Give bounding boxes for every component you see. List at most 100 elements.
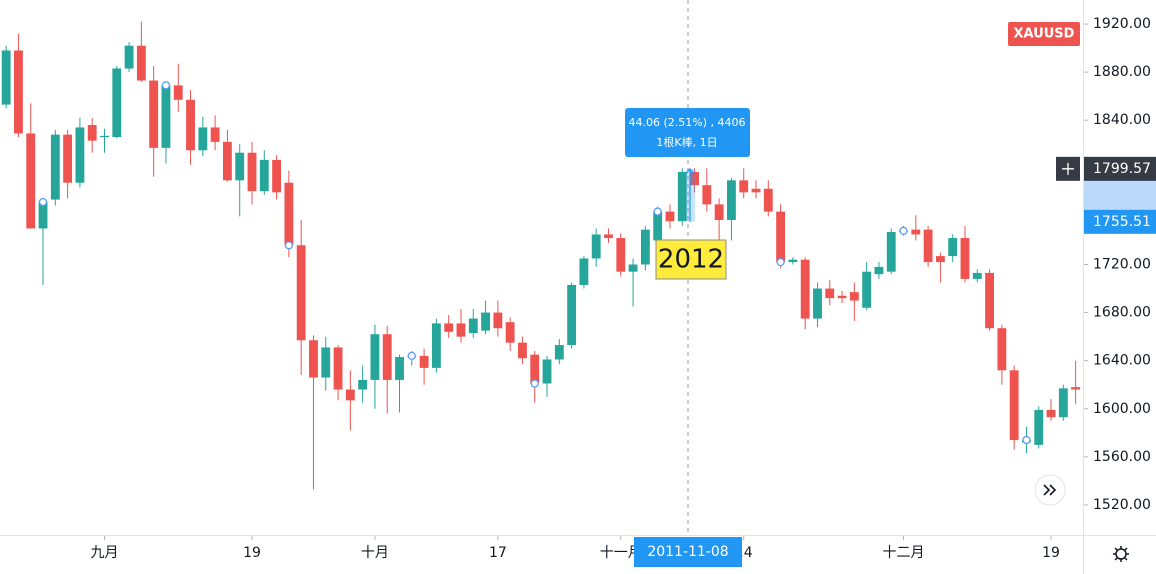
candle-body (665, 211, 675, 222)
x-tick-label: 19 (1042, 545, 1060, 561)
x-tick-label: 十二月 (883, 545, 925, 561)
candle-body (370, 334, 380, 380)
y-tick-label: 1600.00 (1093, 401, 1151, 417)
candle-body (985, 272, 994, 329)
candle-body (813, 288, 822, 319)
candle-body (222, 141, 232, 181)
event-marker (899, 226, 908, 235)
candle-body (444, 323, 454, 332)
candle-body (591, 234, 601, 259)
candle-body (702, 185, 712, 205)
crosshair-date-label: 2011-11-08 (647, 544, 728, 560)
add-button[interactable] (1056, 156, 1080, 181)
candle-body (321, 347, 331, 378)
measure-change: 44.06 (2.51%) , 4406 (629, 116, 746, 129)
candle-body (481, 312, 490, 331)
candle-body (640, 229, 650, 265)
candle-body (1071, 387, 1081, 390)
y-tick-label: 1560.00 (1093, 449, 1151, 465)
candle-body (604, 234, 613, 239)
candle-body (628, 264, 638, 272)
candle-body (579, 258, 589, 285)
candle-body (100, 135, 109, 138)
candle-body (75, 127, 85, 183)
measure-tooltip (625, 108, 750, 157)
candle-body (1058, 388, 1068, 418)
scroll-button[interactable] (1034, 474, 1066, 506)
candle-body (518, 342, 527, 359)
y-tick-label: 1520.00 (1093, 497, 1151, 513)
event-marker (38, 197, 48, 207)
symbol-label: XAUUSD (1014, 27, 1075, 42)
annotation-text: 2012 (658, 245, 724, 275)
candle-body (309, 340, 318, 378)
x-tick-label: 九月 (90, 545, 118, 561)
event-marker (161, 81, 171, 90)
candle-body (284, 182, 294, 246)
symbol-bg (1008, 22, 1080, 46)
candle-body (235, 152, 245, 181)
candle-body (431, 323, 441, 368)
candle-body (997, 328, 1007, 371)
y-tick-label: 1680.00 (1093, 305, 1151, 321)
candle-body (960, 238, 970, 279)
candle-body (456, 323, 466, 337)
candle-body (419, 355, 429, 368)
candle-body (259, 159, 269, 192)
y-tick-label: 1840.00 (1093, 112, 1151, 128)
candle-body (395, 357, 404, 380)
candle-body (210, 127, 220, 142)
x-tick-label: 十一月 (600, 545, 642, 561)
candle-body (616, 238, 626, 272)
x-tick-label: 17 (489, 545, 507, 561)
candle-body (554, 345, 564, 360)
settings-button[interactable] (1113, 546, 1129, 562)
x-tick-label: 十月 (361, 545, 389, 561)
candle-body (1046, 409, 1056, 418)
candle-body (677, 171, 687, 222)
candle-body (1009, 370, 1019, 441)
candle-body (923, 229, 933, 263)
candle-body (849, 292, 859, 301)
candle-body (567, 284, 577, 346)
candle-body (136, 45, 146, 81)
candle-body (776, 211, 786, 263)
candle-body (63, 134, 73, 183)
candle-body (468, 318, 478, 334)
candle-body (690, 171, 699, 186)
crosshair-date-bg (634, 537, 742, 567)
add-icon (1062, 162, 1074, 175)
candle-body (26, 133, 36, 229)
measure-from-bg (1084, 209, 1156, 234)
candle-body (149, 80, 159, 148)
candle-body (763, 188, 773, 212)
candle-body (726, 180, 736, 221)
event-marker (407, 351, 416, 361)
y-tick-label: 1920.00 (1093, 16, 1151, 32)
candle-body (173, 85, 183, 100)
event-marker (530, 379, 539, 388)
annotation-box (655, 239, 727, 280)
candle-body (837, 295, 847, 299)
event-marker (1022, 435, 1031, 445)
crosshair-price-label: 1799.57 (1093, 161, 1151, 177)
candle-body (788, 259, 798, 263)
candle-body (296, 245, 306, 341)
candle-body (948, 238, 958, 257)
candle-body (1, 50, 11, 105)
scroll-icon (1043, 484, 1057, 496)
overlays: 44.06 (2.51%) , 4406 1根K棒, 1日 2012 XAUUSD 17… (625, 0, 1156, 567)
plot-area (1, 21, 1081, 490)
candle-body (714, 204, 724, 221)
candle-body (751, 188, 761, 193)
candle-body (911, 229, 921, 235)
candle-body (87, 125, 97, 141)
candle-body (50, 134, 60, 200)
candle-body (1034, 409, 1044, 445)
candle-body (935, 256, 945, 263)
settings-icon-teeth (1113, 546, 1129, 562)
measure-arrow (685, 167, 695, 222)
candle-body (972, 272, 982, 279)
